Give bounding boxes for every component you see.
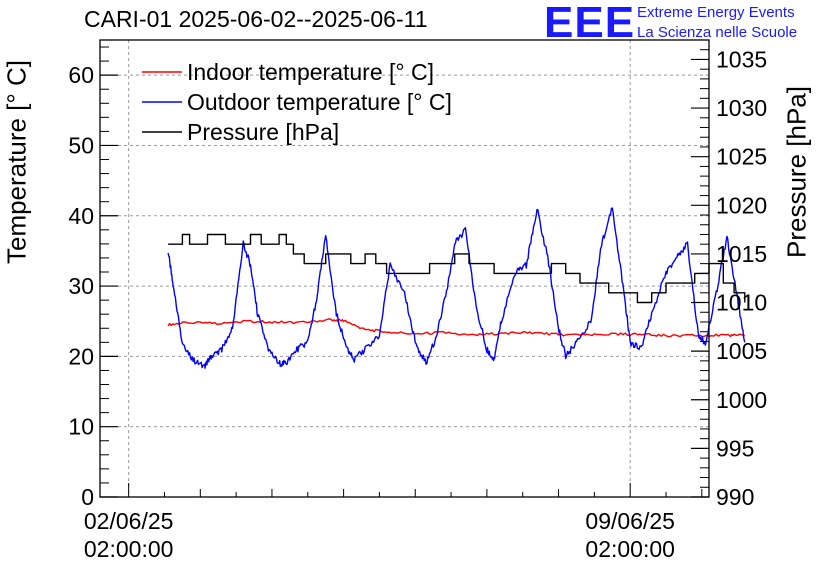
legend-label: Indoor temperature [° C] [187,59,434,85]
series-line-outdoor [167,207,746,369]
y-tick-label: 20 [68,343,94,369]
x-tick-time: 02:00:00 [585,536,675,562]
y2-tick-label: 990 [716,484,754,510]
axis-tick-labels: 0102030405060990995100010051010101510201… [68,46,767,510]
y-tick-label: 0 [81,484,94,510]
y2-tick-label: 1025 [716,144,767,170]
x-tick-date: 09/06/25 [585,508,675,534]
y2-tick-label: 1000 [716,387,767,413]
plot-frame [99,39,710,498]
series-line-pressure [168,233,746,304]
y-tick-label: 10 [68,414,94,440]
y-tick-label: 50 [68,132,94,158]
y-axis-left-label: Temperature [° C] [1,59,32,265]
y2-tick-label: 995 [716,435,754,461]
y2-tick-label: 1010 [716,290,767,316]
axis-ticks [100,39,709,498]
logo-subtitle-1: Extreme Energy Events [637,4,795,21]
y2-tick-label: 1015 [716,241,767,267]
chart-title: CARI-01 2025-06-02--2025-06-11 [84,6,428,32]
y2-tick-label: 1035 [716,46,767,72]
legend-label: Outdoor temperature [° C] [187,89,452,115]
y-tick-label: 60 [68,62,94,88]
y2-tick-label: 1005 [716,338,767,364]
series-layer [167,207,746,369]
y-tick-label: 40 [68,203,94,229]
legend: Indoor temperature [° C] Outdoor temperat… [142,59,452,145]
y2-tick-label: 1030 [716,95,767,121]
legend-label: Pressure [hPa] [187,119,339,145]
y-tick-label: 30 [68,273,94,299]
series-line-indoor [167,318,746,338]
grid-lines [100,40,709,497]
x-tick-date: 02/06/25 [83,508,174,534]
y2-tick-label: 1020 [716,192,767,218]
logo-subtitle-2: La Scienza nelle Scuole [637,24,798,41]
x-tick-time: 02:00:00 [83,536,174,562]
eee-logo: EEE [544,0,636,47]
x-tick-label: 02/06/25 02:00:00 [84,507,174,563]
x-tick-label: 09/06/25 02:00:00 [585,507,675,563]
y-axis-right-label: Pressure [hPa] [781,86,812,258]
